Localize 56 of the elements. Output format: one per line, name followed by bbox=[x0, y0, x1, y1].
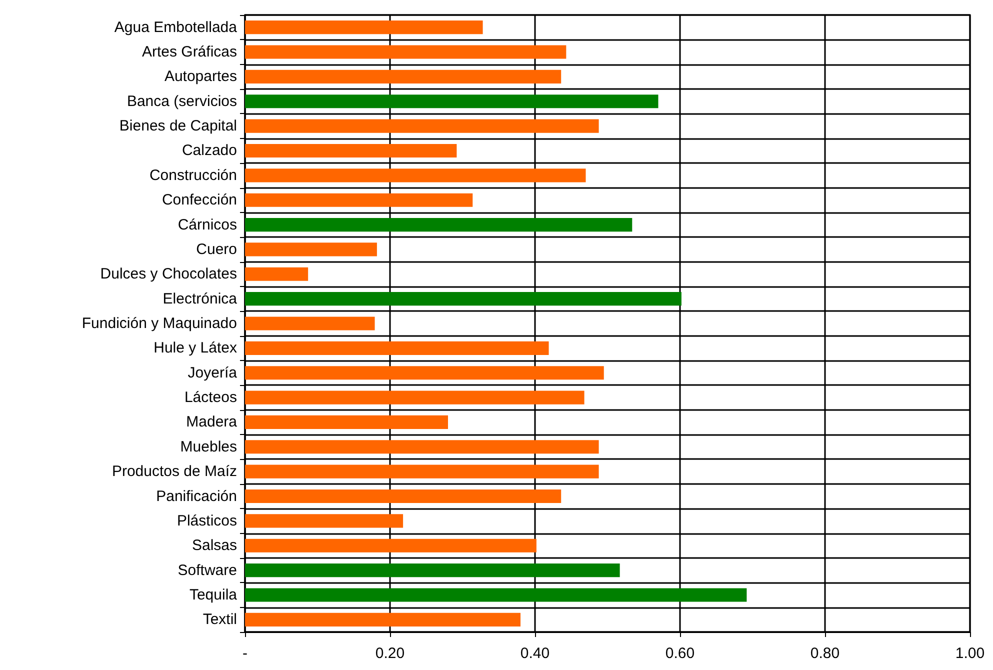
y-tick-label: Muebles bbox=[180, 438, 237, 456]
x-tick-label: - bbox=[242, 645, 248, 662]
bar bbox=[245, 45, 566, 59]
y-tick-label: Artes Gráficas bbox=[142, 44, 237, 61]
y-tick-label: Software bbox=[178, 562, 237, 579]
x-tick-label: 1.00 bbox=[955, 645, 985, 662]
y-tick-label: Hule y Látex bbox=[154, 340, 238, 357]
bar bbox=[245, 415, 448, 430]
bar bbox=[245, 20, 483, 34]
y-tick-label: Fundición y Maquinado bbox=[82, 315, 237, 332]
y-tick-label: Confección bbox=[162, 192, 237, 209]
bar bbox=[245, 464, 599, 478]
bar bbox=[245, 218, 632, 232]
bar bbox=[245, 538, 536, 552]
y-tick-label: Cárnicos bbox=[178, 216, 237, 234]
y-tick-label: Joyería bbox=[188, 364, 238, 382]
y-tick-label: Agua Embotellada bbox=[114, 18, 238, 36]
y-tick-label: Autopartes bbox=[164, 68, 237, 86]
y-tick-label: Lácteos bbox=[184, 389, 237, 406]
y-tick-label: Cuero bbox=[196, 240, 237, 258]
bar bbox=[245, 588, 747, 602]
y-tick-label: Productos de Maíz bbox=[112, 463, 237, 480]
bar bbox=[245, 489, 562, 504]
x-tick-label: 0.20 bbox=[375, 645, 405, 662]
bar bbox=[245, 514, 404, 528]
y-tick-label: Bienes de Capital bbox=[119, 118, 237, 135]
bar bbox=[245, 70, 562, 84]
bar bbox=[245, 94, 658, 108]
x-tick-label: 0.60 bbox=[665, 645, 695, 662]
bar bbox=[245, 440, 599, 454]
y-tick-label: Tequila bbox=[189, 586, 238, 604]
y-tick-label: Madera bbox=[186, 414, 238, 431]
bar bbox=[245, 193, 473, 207]
y-tick-label: Dulces y Chocolates bbox=[100, 266, 237, 283]
bar bbox=[245, 366, 604, 380]
bar bbox=[245, 316, 375, 330]
x-tick-label: 0.40 bbox=[520, 645, 550, 662]
bar bbox=[245, 292, 682, 306]
bar bbox=[245, 267, 308, 281]
bar bbox=[245, 341, 549, 355]
bar bbox=[245, 390, 584, 404]
y-tick-label: Construcción bbox=[149, 166, 237, 184]
bar bbox=[245, 242, 377, 256]
y-tick-label: Plásticos bbox=[176, 512, 237, 530]
y-tick-label: Calzado bbox=[182, 142, 237, 160]
y-tick-label: Textil bbox=[202, 611, 237, 628]
bar bbox=[245, 564, 620, 578]
x-tick-label: 0.80 bbox=[810, 645, 840, 662]
y-tick-label: Electrónica bbox=[162, 290, 238, 308]
bar bbox=[245, 144, 457, 158]
bar bbox=[245, 168, 586, 182]
bar bbox=[245, 612, 520, 626]
bar bbox=[245, 119, 599, 133]
y-tick-label: Banca (servicios bbox=[126, 92, 237, 110]
y-tick-label: Panificación bbox=[156, 488, 237, 505]
y-tick-label: Salsas bbox=[192, 537, 237, 554]
